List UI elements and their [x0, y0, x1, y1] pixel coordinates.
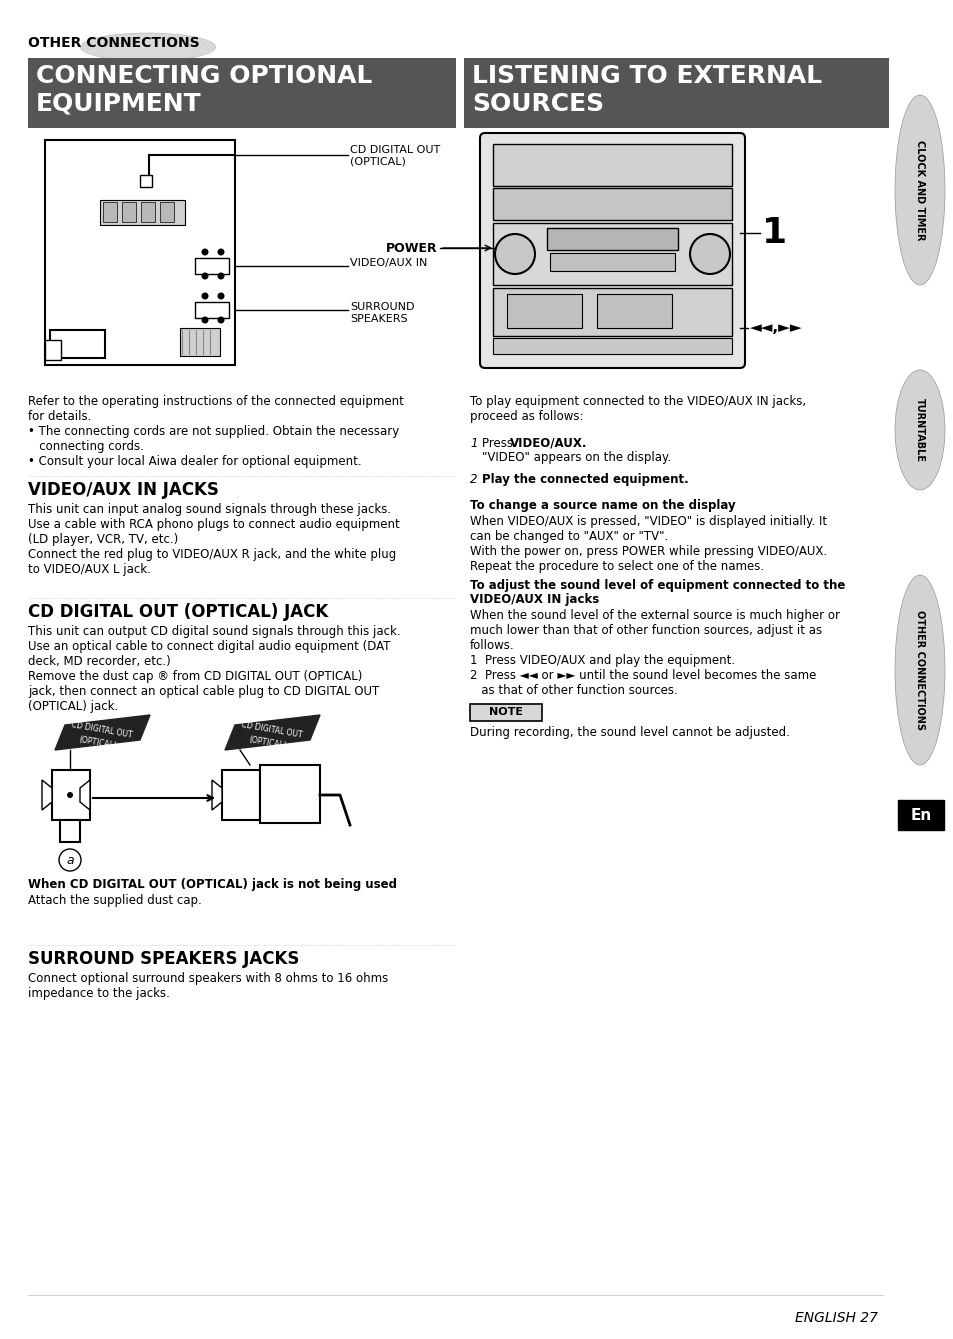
Bar — [50, 329, 105, 358]
Text: ENGLISH 27: ENGLISH 27 — [794, 1311, 877, 1326]
Ellipse shape — [80, 33, 215, 62]
Text: When the sound level of the external source is much higher or
much lower than th: When the sound level of the external sou… — [470, 609, 840, 698]
Text: ◄◄,►►: ◄◄,►► — [749, 320, 801, 336]
Text: 1: 1 — [470, 437, 477, 450]
Ellipse shape — [894, 370, 944, 490]
Text: (OPTICAL): (OPTICAL) — [78, 735, 117, 751]
Bar — [470, 704, 541, 720]
Text: CLOCK AND TIMER: CLOCK AND TIMER — [914, 139, 924, 240]
Bar — [45, 340, 61, 360]
Text: CD DIGITAL OUT: CD DIGITAL OUT — [71, 720, 133, 739]
Circle shape — [217, 249, 224, 256]
Text: VIDEO/AUX IN: VIDEO/AUX IN — [350, 258, 427, 268]
Bar — [222, 770, 260, 819]
Text: POWER: POWER — [386, 241, 437, 254]
Text: This unit can output CD digital sound signals through this jack.
Use an optical : This unit can output CD digital sound si… — [28, 625, 400, 712]
Circle shape — [201, 249, 209, 256]
Circle shape — [201, 273, 209, 280]
Polygon shape — [225, 715, 319, 750]
Bar — [28, 58, 456, 129]
Bar — [180, 328, 220, 356]
Text: VIDEO/AUX IN jacks: VIDEO/AUX IN jacks — [470, 593, 598, 607]
Bar — [493, 145, 731, 186]
Bar — [103, 202, 117, 222]
Text: CD DIGITAL OUT
(OPTICAL): CD DIGITAL OUT (OPTICAL) — [350, 145, 439, 166]
Text: Connect optional surround speakers with 8 ohms to 16 ohms
impedance to the jacks: Connect optional surround speakers with … — [28, 972, 388, 1000]
Bar — [160, 202, 173, 222]
Text: Refer to the operating instructions of the connected equipment
for details.
• Th: Refer to the operating instructions of t… — [28, 395, 403, 469]
Bar — [141, 202, 154, 222]
Circle shape — [495, 234, 535, 274]
Circle shape — [201, 292, 209, 300]
Circle shape — [59, 849, 81, 870]
Text: When VIDEO/AUX is pressed, "VIDEO" is displayed initially. It
can be changed to : When VIDEO/AUX is pressed, "VIDEO" is di… — [470, 516, 826, 573]
Text: a: a — [66, 853, 73, 866]
Bar — [122, 202, 136, 222]
Text: (OPTICAL): (OPTICAL) — [248, 735, 287, 751]
Text: OTHER CONNECTIONS: OTHER CONNECTIONS — [914, 611, 924, 730]
Text: SURROUND
SPEAKERS: SURROUND SPEAKERS — [350, 303, 414, 324]
Bar — [100, 200, 185, 225]
Text: VIDEO/AUX IN JACKS: VIDEO/AUX IN JACKS — [28, 481, 218, 499]
Text: CONNECTING OPTIONAL
EQUIPMENT: CONNECTING OPTIONAL EQUIPMENT — [36, 64, 372, 115]
Polygon shape — [212, 781, 222, 810]
Bar — [506, 295, 581, 328]
Circle shape — [217, 316, 224, 324]
Text: SURROUND SPEAKERS JACKS: SURROUND SPEAKERS JACKS — [28, 949, 299, 968]
Text: During recording, the sound level cannot be adjusted.: During recording, the sound level cannot… — [470, 726, 789, 739]
Bar — [463, 58, 888, 129]
Text: TURNTABLE: TURNTABLE — [914, 398, 924, 462]
Text: LISTENING TO EXTERNAL
SOURCES: LISTENING TO EXTERNAL SOURCES — [472, 64, 821, 115]
Bar — [493, 337, 731, 353]
Bar — [897, 799, 943, 830]
Circle shape — [67, 791, 73, 798]
Ellipse shape — [894, 574, 944, 765]
Bar — [140, 175, 152, 187]
Text: When CD DIGITAL OUT (OPTICAL) jack is not being used: When CD DIGITAL OUT (OPTICAL) jack is no… — [28, 878, 396, 890]
Polygon shape — [55, 715, 150, 750]
Bar — [194, 258, 229, 274]
Text: Play the connected equipment.: Play the connected equipment. — [481, 473, 688, 486]
Text: NOTE: NOTE — [489, 707, 522, 716]
Circle shape — [217, 273, 224, 280]
Bar — [493, 288, 731, 336]
Text: Attach the supplied dust cap.: Attach the supplied dust cap. — [28, 894, 201, 907]
Circle shape — [689, 234, 729, 274]
Bar — [194, 303, 229, 317]
Bar — [546, 228, 678, 250]
Text: "VIDEO" appears on the display.: "VIDEO" appears on the display. — [481, 451, 670, 465]
Text: 1: 1 — [761, 216, 786, 250]
Bar — [52, 770, 90, 819]
Bar — [60, 819, 80, 842]
Polygon shape — [80, 781, 90, 810]
Ellipse shape — [894, 95, 944, 285]
Circle shape — [201, 316, 209, 324]
Text: Press: Press — [481, 437, 517, 450]
Text: VIDEO/AUX.: VIDEO/AUX. — [510, 437, 587, 450]
Polygon shape — [42, 781, 52, 810]
Text: OTHER CONNECTIONS: OTHER CONNECTIONS — [28, 36, 199, 50]
Text: To play equipment connected to the VIDEO/AUX IN jacks,
proceed as follows:: To play equipment connected to the VIDEO… — [470, 395, 805, 423]
Circle shape — [217, 292, 224, 300]
Text: This unit can input analog sound signals through these jacks.
Use a cable with R: This unit can input analog sound signals… — [28, 503, 399, 576]
FancyBboxPatch shape — [479, 133, 744, 368]
Text: CD DIGITAL OUT: CD DIGITAL OUT — [240, 720, 303, 739]
Text: To adjust the sound level of equipment connected to the: To adjust the sound level of equipment c… — [470, 578, 844, 592]
Bar — [597, 295, 671, 328]
Text: To change a source name on the display: To change a source name on the display — [470, 499, 735, 511]
Text: 2: 2 — [470, 473, 477, 486]
Text: CD DIGITAL OUT (OPTICAL) JACK: CD DIGITAL OUT (OPTICAL) JACK — [28, 603, 328, 621]
Bar — [260, 765, 319, 823]
Bar — [550, 253, 675, 270]
Bar — [45, 141, 234, 366]
Bar — [493, 224, 731, 285]
Text: En: En — [909, 807, 931, 822]
Bar — [493, 187, 731, 220]
